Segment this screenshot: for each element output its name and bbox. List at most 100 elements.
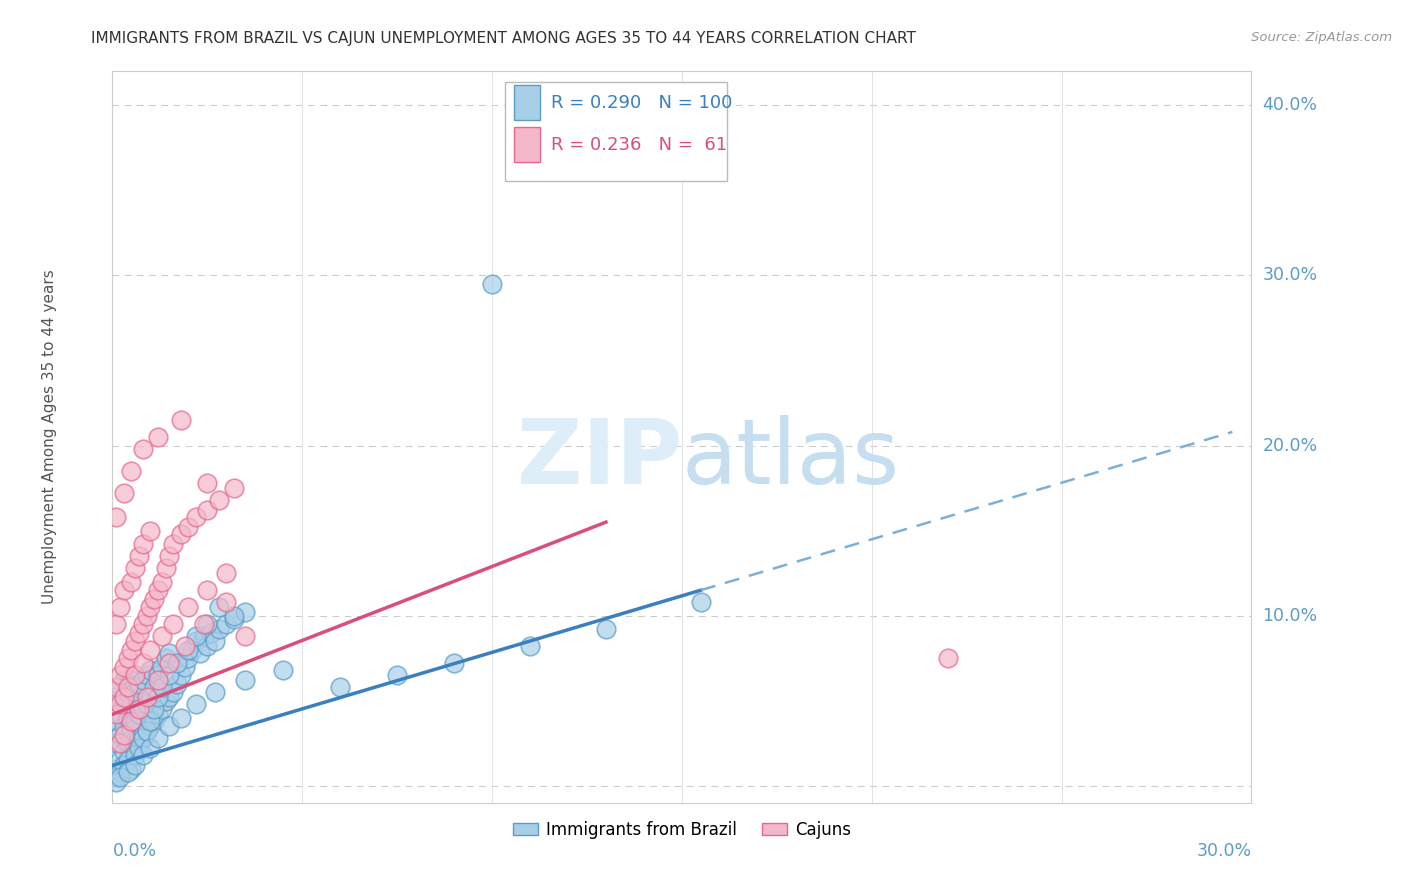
Point xyxy=(128,625,150,640)
Point xyxy=(105,736,128,750)
Text: 40.0%: 40.0% xyxy=(1263,96,1317,114)
Point xyxy=(162,685,184,699)
Point xyxy=(143,680,166,694)
Point xyxy=(181,642,204,657)
Point xyxy=(108,668,131,682)
Point xyxy=(222,608,245,623)
Text: R = 0.290   N = 100: R = 0.290 N = 100 xyxy=(551,94,733,112)
Point xyxy=(170,711,193,725)
Point xyxy=(519,640,541,654)
Point xyxy=(150,680,173,694)
Point xyxy=(215,617,238,632)
Point xyxy=(121,673,143,688)
Point xyxy=(112,690,135,705)
Point xyxy=(139,663,162,677)
Point xyxy=(146,731,169,746)
Point xyxy=(159,719,180,733)
Point xyxy=(105,775,128,789)
Point xyxy=(385,668,409,682)
Point xyxy=(121,464,143,478)
Point xyxy=(105,770,128,784)
Point xyxy=(132,442,155,456)
Point xyxy=(146,668,169,682)
Point xyxy=(195,583,219,598)
Point xyxy=(124,714,146,728)
Point xyxy=(195,617,219,632)
Point xyxy=(135,608,157,623)
Point xyxy=(222,612,245,626)
Point xyxy=(124,748,146,763)
Point xyxy=(195,640,219,654)
Point xyxy=(112,758,135,772)
Point xyxy=(150,702,173,716)
Point xyxy=(208,493,231,508)
Point xyxy=(155,651,177,665)
Point xyxy=(121,697,143,711)
Point xyxy=(936,651,959,665)
Point xyxy=(105,707,128,722)
Text: 20.0%: 20.0% xyxy=(1263,436,1317,455)
Text: ZIP: ZIP xyxy=(517,415,682,503)
Point xyxy=(195,503,219,517)
Point xyxy=(170,527,193,541)
Point xyxy=(117,685,139,699)
Point xyxy=(177,642,200,657)
Point xyxy=(146,583,169,598)
Point xyxy=(112,697,135,711)
Point xyxy=(112,728,135,742)
Point xyxy=(112,583,135,598)
Point xyxy=(222,481,245,495)
Point xyxy=(146,430,169,444)
Point xyxy=(193,629,215,643)
Point xyxy=(184,697,207,711)
Point xyxy=(170,668,193,682)
Point xyxy=(105,617,128,632)
Point xyxy=(124,634,146,648)
Point xyxy=(121,714,143,728)
Point xyxy=(121,642,143,657)
Point xyxy=(193,617,215,632)
Point xyxy=(128,677,150,691)
Point xyxy=(117,765,139,780)
Point xyxy=(162,537,184,551)
Point xyxy=(135,724,157,739)
Point xyxy=(124,685,146,699)
Point xyxy=(159,690,180,705)
Point xyxy=(155,561,177,575)
Point xyxy=(132,537,155,551)
Point xyxy=(112,659,135,673)
Point xyxy=(170,413,193,427)
Point xyxy=(146,707,169,722)
Point xyxy=(195,475,219,490)
Point xyxy=(177,520,200,534)
Point xyxy=(204,634,226,648)
Point xyxy=(188,646,211,660)
Point xyxy=(177,651,200,665)
Point xyxy=(184,634,207,648)
Point xyxy=(117,711,139,725)
Point xyxy=(155,694,177,708)
Point xyxy=(139,642,162,657)
Point xyxy=(150,574,173,589)
Point xyxy=(146,673,169,688)
Point xyxy=(132,657,155,671)
Text: 30.0%: 30.0% xyxy=(1263,267,1317,285)
Point xyxy=(112,745,135,759)
Point xyxy=(184,629,207,643)
Point xyxy=(481,277,503,291)
Point xyxy=(124,668,146,682)
Point xyxy=(132,731,155,746)
Point xyxy=(162,617,184,632)
Point xyxy=(108,697,131,711)
Point xyxy=(139,719,162,733)
Point xyxy=(143,702,166,716)
Point xyxy=(121,574,143,589)
Point xyxy=(128,741,150,756)
Point xyxy=(135,668,157,682)
Point xyxy=(132,728,155,742)
Point xyxy=(177,600,200,615)
Point xyxy=(108,680,131,694)
Text: 10.0%: 10.0% xyxy=(1263,607,1317,624)
Point xyxy=(150,659,173,673)
Legend: Immigrants from Brazil, Cajuns: Immigrants from Brazil, Cajuns xyxy=(506,814,858,846)
